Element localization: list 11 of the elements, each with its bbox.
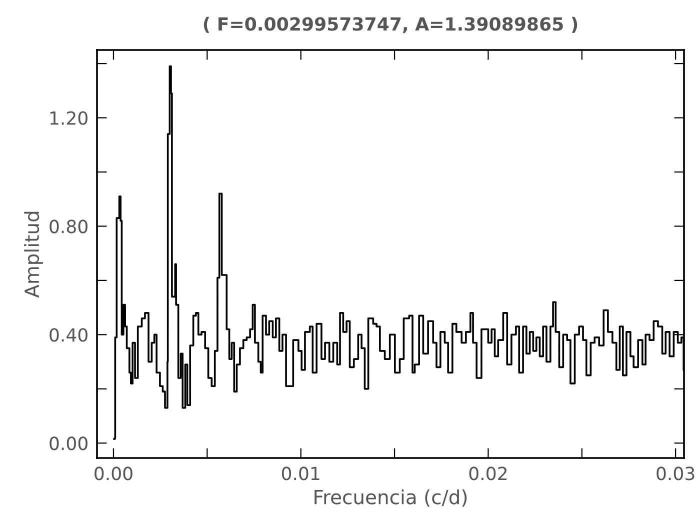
- y-tick-label: 0.00: [50, 436, 88, 450]
- x-tick-label: 0.01: [282, 466, 320, 480]
- x-tick-label: 0.03: [656, 466, 694, 480]
- y-tick-label: 0.40: [50, 328, 88, 342]
- chart-title: ( F=0.00299573747, A=1.39089865 ): [204, 16, 578, 34]
- y-tick-label: 0.80: [50, 220, 88, 234]
- x-tick-label: 0.00: [94, 466, 132, 480]
- y-axis-title: Amplitud: [24, 212, 43, 298]
- x-axis-title: Frecuencia (c/d): [314, 489, 467, 507]
- y-tick-label: 1.20: [50, 111, 88, 125]
- x-tick-label: 0.02: [469, 466, 506, 480]
